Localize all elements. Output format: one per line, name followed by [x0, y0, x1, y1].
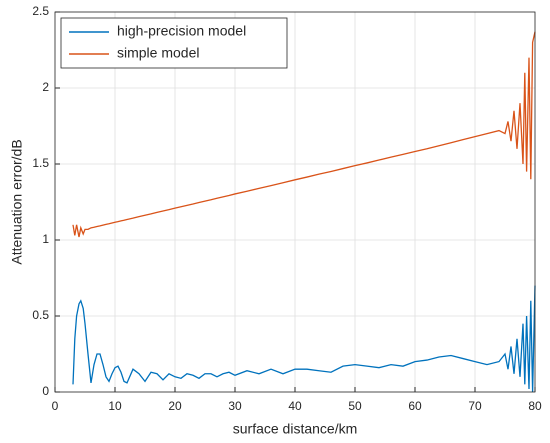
x-tick-label: 50 — [348, 399, 362, 413]
legend-box — [60, 17, 288, 69]
x-tick-label: 80 — [528, 399, 542, 413]
x-tick-label: 10 — [108, 399, 122, 413]
plot-frame — [54, 11, 536, 393]
y-tick-label: 1.5 — [32, 156, 49, 170]
x-tick-label: 0 — [52, 399, 59, 413]
legend-label: simple model — [117, 45, 199, 61]
x-tick-label: 60 — [408, 399, 422, 413]
y-tick-label: 2 — [42, 80, 49, 94]
series-line — [72, 285, 536, 393]
series-line — [72, 31, 536, 238]
y-tick-label: 1 — [42, 232, 49, 246]
x-axis-label: surface distance/km — [233, 421, 358, 437]
y-tick-label: 0.5 — [32, 308, 49, 322]
x-tick-label: 40 — [288, 399, 302, 413]
y-tick-label: 2.5 — [32, 4, 49, 18]
x-tick-label: 20 — [168, 399, 182, 413]
x-tick-label: 30 — [228, 399, 242, 413]
y-tick-label: 0 — [42, 384, 49, 398]
y-axis-label: Attenuation error/dB — [9, 139, 25, 264]
x-tick-label: 70 — [468, 399, 482, 413]
legend-label: high-precision model — [117, 23, 246, 39]
